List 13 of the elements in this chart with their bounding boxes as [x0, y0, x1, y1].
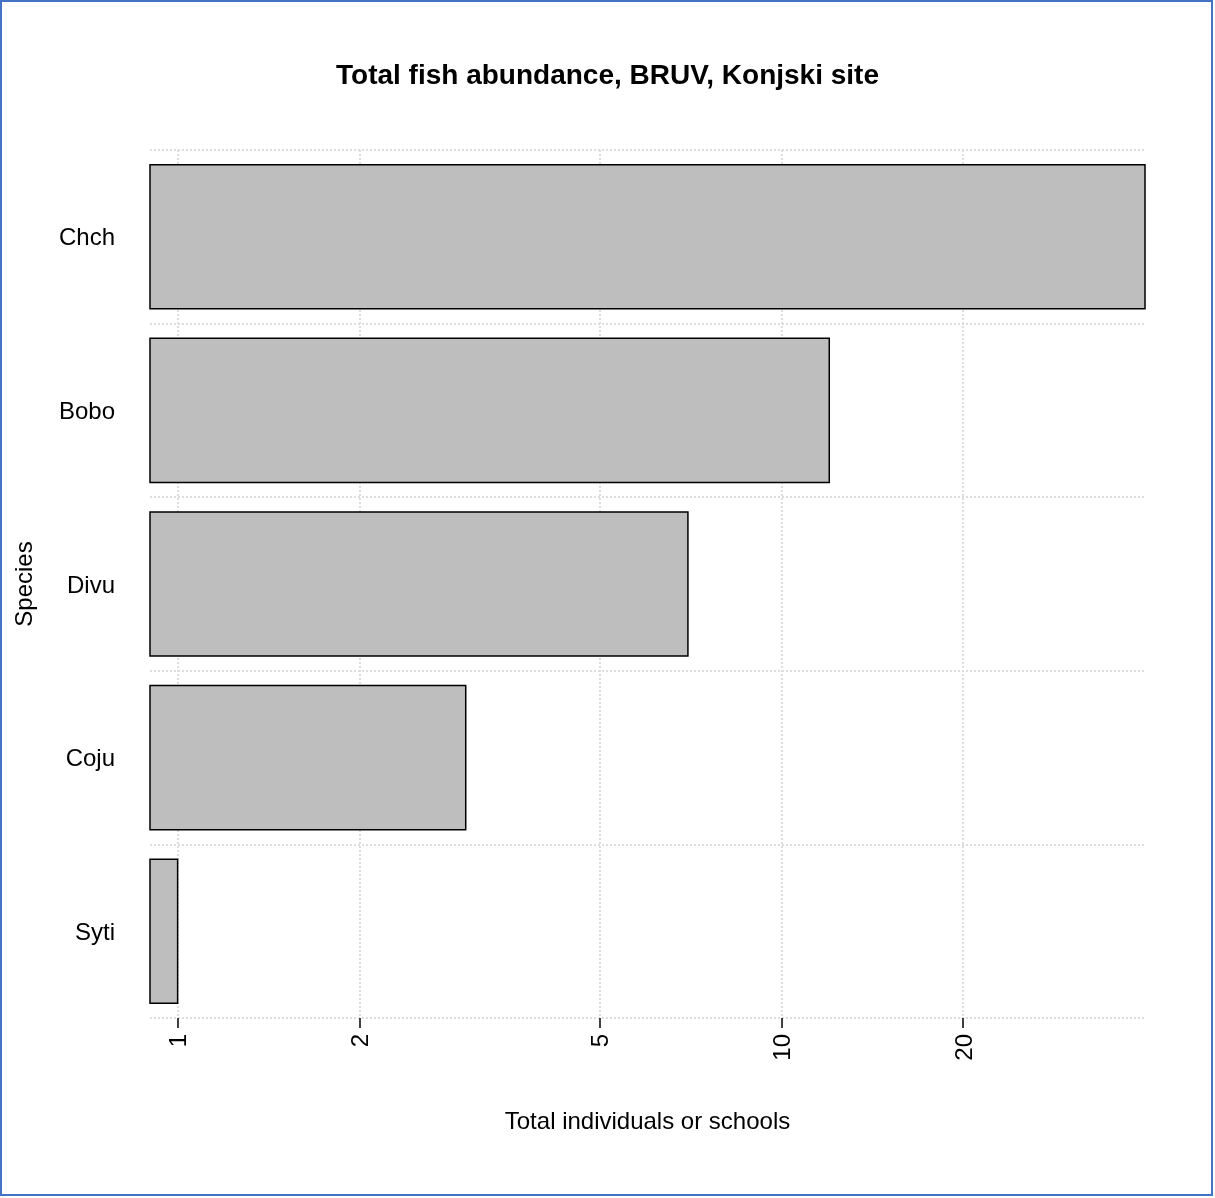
x-tick-label: 20	[949, 1034, 977, 1061]
chart-title: Total fish abundance, BRUV, Konjski site	[336, 58, 879, 90]
x-tick-label: 1	[164, 1034, 192, 1048]
x-tick-label: 10	[767, 1034, 795, 1061]
x-tick-label: 5	[586, 1034, 614, 1048]
y-tick-label: Divu	[66, 570, 115, 598]
x-tick-label: 2	[345, 1034, 373, 1048]
y-tick-label: Bobo	[58, 396, 115, 424]
y-tick-label: Chch	[58, 223, 115, 251]
y-axis-title: Species	[9, 541, 37, 627]
y-tick-label: Syti	[74, 917, 115, 945]
x-axis-title: Total individuals or schools	[504, 1106, 791, 1134]
y-tick-label: Coju	[65, 744, 115, 772]
